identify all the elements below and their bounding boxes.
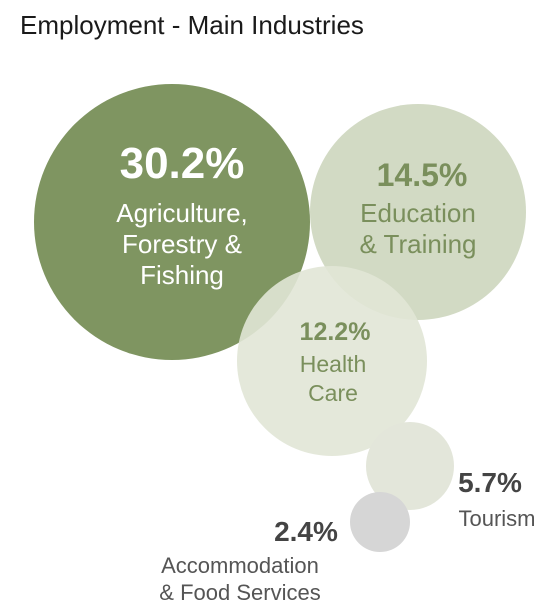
category-label-line: Tourism	[458, 506, 535, 531]
pct-label-tourism: 5.7%	[458, 467, 522, 498]
category-label-education: Education & Training	[359, 198, 476, 259]
bubbles-layer	[34, 84, 526, 552]
bubble-health	[237, 266, 427, 456]
chart-title: Employment - Main Industries	[20, 10, 364, 40]
category-label-line: & Food Services	[159, 580, 320, 605]
category-label-accommodation: Accommodation & Food Services	[159, 553, 320, 605]
category-label-line: Health	[300, 351, 366, 377]
bubble-accommodation	[350, 492, 410, 552]
bubble-agriculture	[34, 84, 310, 360]
category-label-line: Care	[308, 380, 358, 406]
labels-layer: 30.2% Agriculture, Forestry & Fishing 14.5% E…	[116, 139, 535, 605]
category-label-line: Education	[360, 198, 476, 228]
category-label-line: Fishing	[140, 260, 224, 290]
category-label-line: Forestry &	[122, 229, 242, 259]
category-label-health: Health Care	[300, 351, 366, 406]
pct-label-agriculture: 30.2%	[120, 139, 245, 188]
category-label-line: & Training	[359, 229, 476, 259]
pct-label-health: 12.2%	[300, 318, 371, 346]
category-label-tourism: Tourism	[458, 506, 535, 531]
category-label-line: Accommodation	[161, 553, 319, 578]
category-label-line: Agriculture,	[116, 198, 248, 228]
bubble-tourism	[366, 422, 454, 510]
pct-label-education: 14.5%	[377, 157, 468, 193]
bubble-education	[310, 104, 526, 320]
pct-label-accommodation: 2.4%	[274, 516, 338, 547]
category-label-agriculture: Agriculture, Forestry & Fishing	[116, 198, 248, 290]
